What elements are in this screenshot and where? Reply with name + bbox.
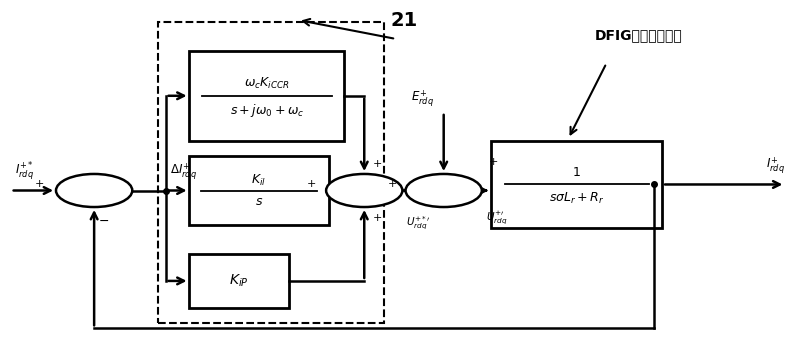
Text: $s$: $s$	[255, 195, 263, 208]
Text: $I_{rdq}^{+*}$: $I_{rdq}^{+*}$	[14, 161, 34, 183]
Circle shape	[406, 174, 482, 207]
Text: $+$: $+$	[387, 178, 398, 189]
Text: $-$: $-$	[98, 214, 110, 227]
Text: 21: 21	[390, 12, 418, 30]
Circle shape	[56, 174, 132, 207]
Bar	[190, 51, 344, 141]
Text: $I_{rdq}^{+}$: $I_{rdq}^{+}$	[766, 155, 786, 176]
Text: $K_{il}$: $K_{il}$	[251, 173, 266, 188]
Text: $+$: $+$	[34, 178, 44, 189]
Text: $U_{rdq}^{+*\prime}$: $U_{rdq}^{+*\prime}$	[406, 215, 431, 232]
Text: $E_{rdq}^{+}$: $E_{rdq}^{+}$	[411, 88, 434, 108]
Text: $+$: $+$	[488, 156, 498, 167]
Bar	[190, 254, 289, 308]
Bar	[491, 141, 662, 229]
Text: $U_{rdq}^{+\prime}$: $U_{rdq}^{+\prime}$	[486, 209, 507, 226]
Text: $+$: $+$	[306, 178, 317, 189]
Text: $\Delta I_{rdq}^{+}$: $\Delta I_{rdq}^{+}$	[170, 161, 197, 182]
Text: $s + j\omega_0 + \omega_c$: $s + j\omega_0 + \omega_c$	[230, 102, 304, 119]
Text: $1$: $1$	[572, 166, 581, 179]
Text: $+$: $+$	[372, 212, 382, 223]
Circle shape	[326, 174, 402, 207]
Text: $K_{iP}$: $K_{iP}$	[230, 273, 249, 289]
Text: $s\sigma L_r + R_r$: $s\sigma L_r + R_r$	[549, 191, 605, 206]
Bar	[158, 22, 384, 323]
Text: DFIG转子数学模型: DFIG转子数学模型	[594, 28, 682, 42]
Text: $\omega_c K_{iCCR}$: $\omega_c K_{iCCR}$	[244, 76, 290, 91]
Bar	[190, 156, 329, 225]
Text: $+$: $+$	[372, 158, 382, 169]
